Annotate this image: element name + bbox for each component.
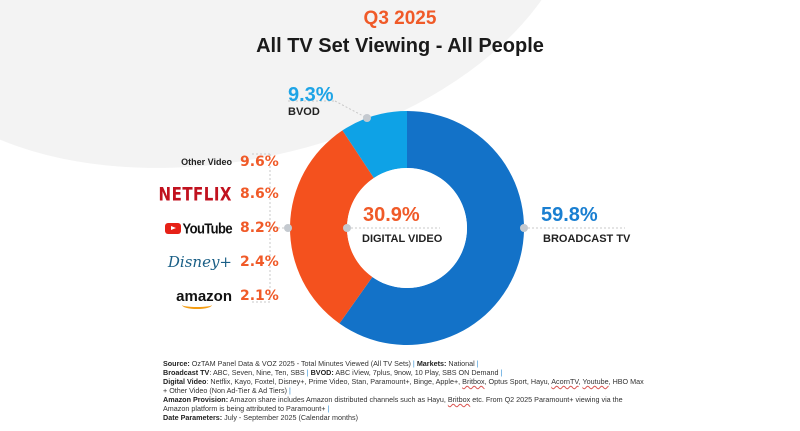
disney-plus-value: 2.4% [240, 254, 279, 270]
netflix-value: 8.6% [240, 186, 279, 202]
header: Q3 2025 All TV Set Viewing - All People [0, 8, 800, 59]
other-video-label: Other Video [181, 157, 232, 167]
chart-title: All TV Set Viewing - All People [256, 35, 544, 57]
broadcast-tv-percent: 59.8% [541, 204, 598, 226]
breakdown-row-disney: Disney+ 2.4% [150, 250, 285, 274]
footnote-amazon: Amazon Provision: Amazon share includes … [163, 395, 623, 404]
youtube-value: 8.2% [240, 220, 279, 236]
breakdown-row-youtube: YouTube 8.2% [150, 216, 285, 240]
footnote-broadcast: Broadcast TV: ABC, Seven, Nine, Ten, SBS… [163, 368, 503, 377]
youtube-logo: YouTube [164, 220, 233, 236]
slice-digital-video [290, 130, 374, 324]
broadcast-tv-label: BROADCAST TV [543, 233, 631, 245]
digital-video-percent: 30.9% [363, 204, 420, 226]
amazon-logo: amazon [176, 288, 232, 309]
bvod-connector-line-diag [334, 100, 368, 119]
period-label: Q3 2025 [363, 8, 437, 29]
slice-broadcast-tv [339, 111, 524, 345]
footnote-digital-cont: + Other Video (Non Ad-Tier & Ad Tiers) | [163, 386, 291, 395]
other-video-value: 9.6% [240, 154, 279, 170]
footnote: Source: OzTAM Panel Data & VOZ 2025 - To… [163, 359, 663, 422]
breakdown-row-other-video: Other Video 9.6% [150, 150, 285, 174]
footnote-amazon-cont: Amazon platform is being attributed to P… [163, 404, 330, 413]
footnote-digital: Digital Video: Netflix, Kayo, Foxtel, Di… [163, 377, 644, 386]
digital-video-label: DIGITAL VIDEO [362, 233, 443, 245]
footnote-source: Source: OzTAM Panel Data & VOZ 2025 - To… [163, 359, 479, 368]
bvod-label: BVOD [288, 106, 320, 118]
amazon-smile-icon [182, 301, 213, 309]
broadcast-connector-dot [520, 224, 528, 232]
bvod-percent: 9.3% [288, 84, 334, 106]
netflix-logo: NETFLIX [158, 182, 232, 206]
digital-video-outer-dot [284, 224, 292, 232]
digital-video-connector-dot [343, 224, 351, 232]
slice-bvod [342, 111, 407, 178]
youtube-play-icon [164, 222, 181, 234]
disney-plus-logo: Disney+ [167, 253, 232, 271]
breakdown-row-amazon: amazon 2.1% [150, 284, 285, 309]
bvod-connector-dot [363, 114, 371, 122]
footnote-date: Date Parameters: July - September 2025 (… [163, 413, 358, 422]
amazon-value: 2.1% [240, 288, 279, 304]
breakdown-row-netflix: NETFLIX 8.6% [150, 182, 285, 206]
